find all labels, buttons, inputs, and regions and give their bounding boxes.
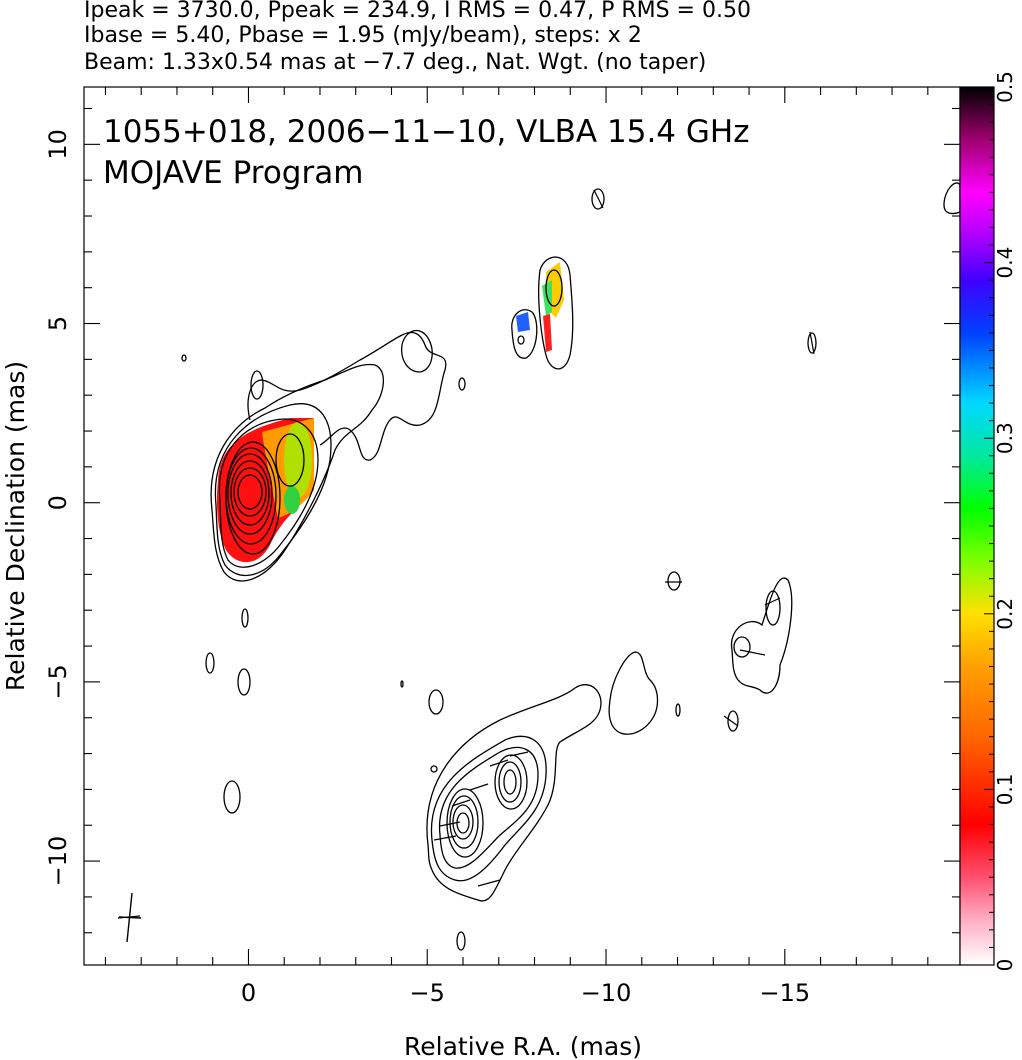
- core-contour-7: [275, 433, 305, 487]
- pol-vector: [433, 835, 457, 841]
- knot-left-contour: [511, 309, 538, 359]
- core-contour-6: [225, 441, 281, 555]
- polarization-vectors: [117, 189, 815, 919]
- small-contour-h: [223, 780, 241, 814]
- pol-vector: [489, 759, 509, 767]
- east-cluster-contour: [730, 577, 793, 694]
- core-contour-3: [230, 460, 270, 526]
- lobe-a-contour-3: [449, 795, 479, 849]
- pol-vector: [723, 715, 739, 727]
- colorbar-tick-label: 0.5: [993, 71, 1017, 103]
- colorbar-tick-label: 0.4: [993, 247, 1017, 279]
- colorbar-tick-label: 0.3: [993, 422, 1017, 454]
- small-contour-a: [250, 370, 264, 400]
- pol-vector: [451, 799, 471, 807]
- small-contour-g: [400, 680, 404, 688]
- mid-extension-contour: [608, 651, 659, 735]
- beam-minor-axis: [118, 916, 142, 919]
- core-contour-1: [237, 474, 263, 510]
- header-peak-line: Ipeak = 3730.0, Ppeak = 234.9, I RMS = 0…: [84, 0, 751, 23]
- jet-outer-contour: [210, 363, 384, 582]
- knot-outer-contour: [538, 256, 574, 370]
- core-contour-4: [227, 453, 273, 535]
- contour-lines: [181, 182, 961, 951]
- jet-envelope-contour: [247, 331, 447, 461]
- program-annotation: MOJAVE Program: [103, 155, 363, 191]
- jet-upper-lobe-contour: [401, 329, 433, 373]
- lobe-b-contour-3: [494, 754, 528, 810]
- inner-jet-green-patch: [284, 422, 312, 498]
- lobe-b-contour-1: [503, 769, 517, 795]
- y-tick-label: 10: [44, 129, 72, 160]
- y-tick-label: 5: [44, 316, 72, 331]
- pol-vector: [764, 597, 781, 606]
- knot-left-inner-contour: [517, 335, 525, 345]
- small-contour-l: [675, 703, 681, 717]
- y-tick-label: −5: [44, 664, 72, 699]
- small-contour-c: [181, 354, 187, 362]
- colorbar-tick-label: 0.2: [993, 598, 1017, 630]
- east-cluster-inner-a: [733, 636, 751, 658]
- small-contour-j: [205, 652, 215, 674]
- isolated-contour-top: [591, 188, 605, 210]
- knot-inner-contour: [545, 269, 563, 307]
- core-contour-2: [233, 467, 267, 517]
- small-contour-i: [237, 668, 251, 696]
- pol-vector: [477, 879, 501, 887]
- colorbar: [959, 86, 995, 966]
- small-contour-e: [430, 765, 438, 773]
- lobe-a-contour-1: [456, 812, 470, 834]
- colorbar-tick-label: 0.1: [993, 773, 1017, 805]
- isolated-contour-right: [807, 332, 817, 354]
- colorbar-ticks: 0 0.1 0.2 0.3 0.4 0.5: [984, 71, 1017, 971]
- source-annotation: 1055+018, 2006−11−10, VLBA 15.4 GHz: [103, 114, 749, 150]
- lobe-b-contour-2: [498, 761, 522, 803]
- x-axis-label: Relative R.A. (mas): [404, 1032, 642, 1060]
- small-contour-d: [428, 689, 444, 715]
- header-base-line: Ibase = 5.40, Pbase = 1.95 (mJy/beam), s…: [84, 23, 642, 48]
- knot-red-patch: [543, 314, 552, 352]
- x-tick-label: −15: [759, 979, 810, 1007]
- core-contour-9: [214, 403, 332, 577]
- pol-vector: [469, 783, 489, 791]
- small-contour-k: [241, 608, 249, 628]
- core-contour-8: [218, 418, 319, 568]
- lobes-contour-6: [430, 735, 547, 882]
- pol-vector: [509, 751, 529, 757]
- small-contour-f: [456, 931, 466, 951]
- lobes-contour-5: [438, 746, 539, 869]
- small-contour-n: [727, 710, 739, 732]
- edge-contour-right: [943, 182, 961, 215]
- axis-ticks: 0 −5 −10 −15 10 5 0 −5 −10: [44, 87, 960, 1007]
- lobe-a-contour-2: [452, 804, 474, 840]
- knot-blue-patch: [516, 312, 530, 332]
- header-beam-line: Beam: 1.33x0.54 mas at −7.7 deg., Nat. W…: [84, 50, 707, 75]
- y-tick-label: 0: [44, 495, 72, 510]
- y-axis-label: Relative Declination (mas): [1, 361, 30, 691]
- inner-jet-cyan-patch: [284, 486, 300, 514]
- pol-vector: [809, 331, 815, 355]
- small-contour-b: [458, 377, 466, 391]
- lobes-outer-contour: [426, 684, 602, 902]
- x-tick-label: −5: [410, 979, 445, 1007]
- pol-vector: [739, 649, 766, 656]
- x-tick-label: −10: [581, 979, 632, 1007]
- y-tick-label: −10: [44, 836, 72, 887]
- pol-vector: [593, 189, 604, 209]
- colorbar-tick-label: 0: [993, 959, 1017, 972]
- lobe-a-contour-4: [446, 788, 484, 858]
- pol-vector: [439, 821, 461, 827]
- beam-marker: [118, 892, 142, 943]
- east-cluster-inner-b: [765, 590, 781, 626]
- small-contour-m: [667, 571, 681, 591]
- x-tick-label: 0: [241, 979, 256, 1007]
- plot-frame: [83, 86, 961, 966]
